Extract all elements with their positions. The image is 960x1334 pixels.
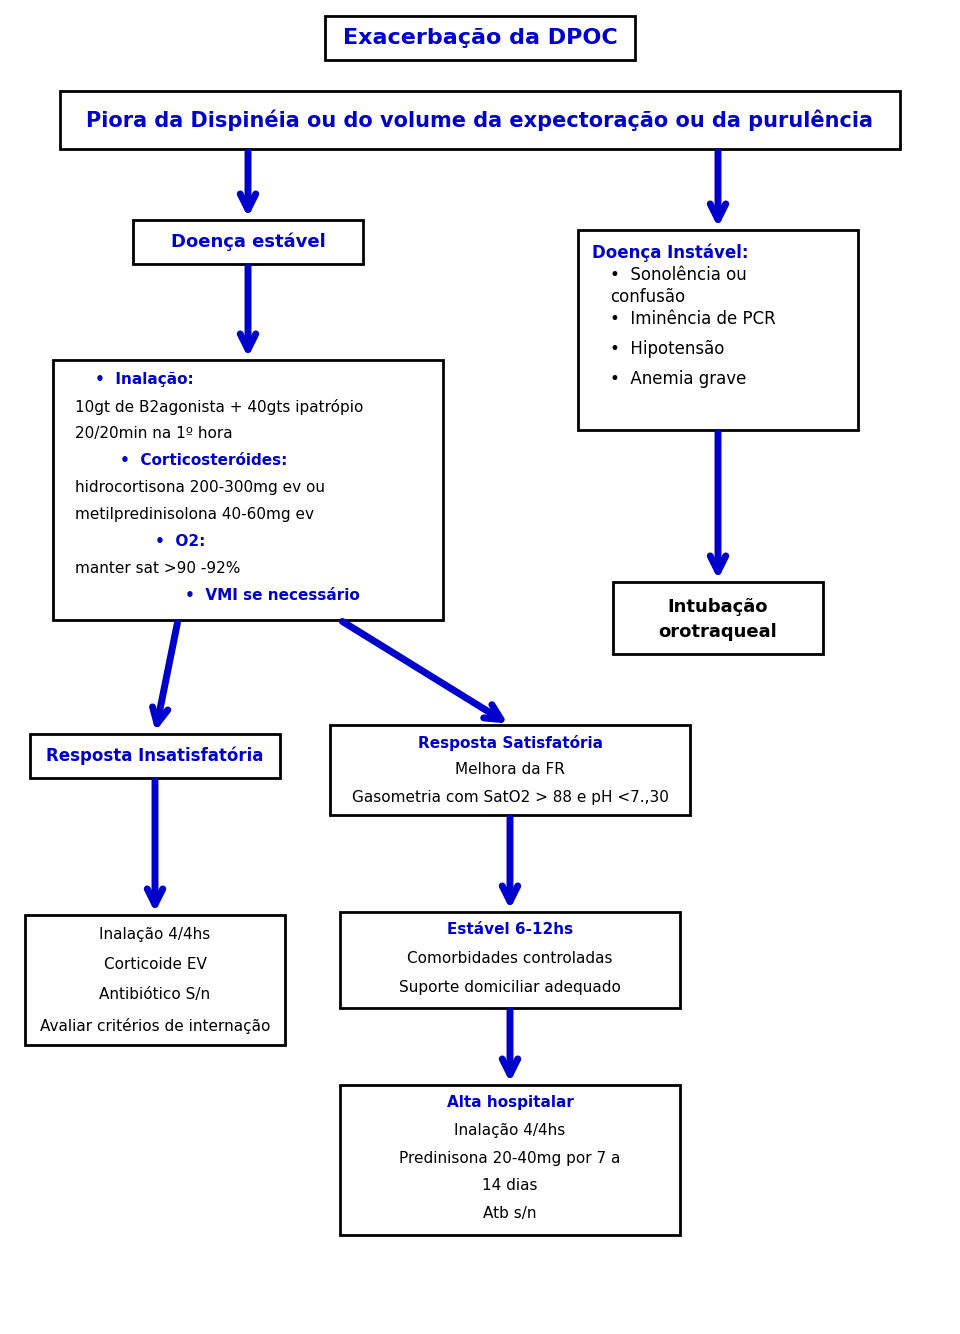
Text: •  Corticosteróides:: • Corticosteróides:	[120, 454, 287, 468]
Text: •  Iminência de PCR: • Iminência de PCR	[610, 309, 776, 328]
Text: Atb s/n: Atb s/n	[483, 1206, 537, 1221]
Bar	[30, 734, 280, 778]
Text: •  Sonolência ou
confusão: • Sonolência ou confusão	[610, 265, 747, 307]
Bar	[613, 582, 823, 654]
Text: Inalação 4/4hs: Inalação 4/4hs	[100, 927, 210, 942]
Text: •  Inalação:: • Inalação:	[95, 372, 194, 387]
Bar	[325, 16, 635, 60]
Text: Resposta Satisfatória: Resposta Satisfatória	[418, 735, 603, 751]
Text: •  O2:: • O2:	[155, 534, 205, 550]
Text: Avaliar critérios de internação: Avaliar critérios de internação	[39, 1018, 270, 1034]
Text: Doença Instável:: Doença Instável:	[592, 244, 749, 263]
Text: orotraqueal: orotraqueal	[659, 623, 778, 642]
Text: Exacerbação da DPOC: Exacerbação da DPOC	[343, 28, 617, 48]
Text: 14 dias: 14 dias	[482, 1178, 538, 1194]
Text: manter sat >90 -92%: manter sat >90 -92%	[75, 562, 240, 576]
Text: •  Hipotensão: • Hipotensão	[610, 340, 725, 358]
Text: Resposta Insatisfatória: Resposta Insatisfatória	[46, 747, 264, 766]
Text: Intubação: Intubação	[668, 598, 768, 616]
Text: Suporte domiciliar adequado: Suporte domiciliar adequado	[399, 980, 621, 995]
Text: 10gt de B2agonista + 40gts ipatrópio: 10gt de B2agonista + 40gts ipatrópio	[75, 399, 364, 415]
Text: Doença estável: Doença estável	[171, 232, 325, 251]
Text: hidrocortisona 200-300mg ev ou: hidrocortisona 200-300mg ev ou	[75, 480, 325, 495]
Text: Corticoide EV: Corticoide EV	[104, 958, 206, 972]
Text: •  VMI se necessário: • VMI se necessário	[185, 588, 360, 603]
Text: Piora da Dispinéia ou do volume da expectoração ou da purulência: Piora da Dispinéia ou do volume da expec…	[86, 109, 874, 131]
Text: Predinisona 20-40mg por 7 a: Predinisona 20-40mg por 7 a	[399, 1150, 621, 1166]
Bar	[53, 360, 443, 620]
Text: 20/20min na 1º hora: 20/20min na 1º hora	[75, 426, 232, 442]
Text: •  Anemia grave: • Anemia grave	[610, 370, 746, 388]
Bar	[340, 1085, 680, 1235]
Bar	[133, 220, 363, 264]
Text: Estável 6-12hs: Estável 6-12hs	[447, 922, 573, 936]
Bar	[340, 912, 680, 1009]
Bar	[60, 91, 900, 149]
Bar	[25, 915, 285, 1045]
Text: Alta hospitalar: Alta hospitalar	[446, 1095, 573, 1110]
Text: Antibiótico S/n: Antibiótico S/n	[100, 987, 210, 1002]
Text: Gasometria com SatO2 > 88 e pH <7.,30: Gasometria com SatO2 > 88 e pH <7.,30	[351, 790, 668, 804]
Text: Inalação 4/4hs: Inalação 4/4hs	[454, 1123, 565, 1138]
Bar	[578, 229, 858, 430]
Bar	[330, 724, 690, 815]
Text: metilpredinisolona 40-60mg ev: metilpredinisolona 40-60mg ev	[75, 507, 314, 522]
Text: Melhora da FR: Melhora da FR	[455, 762, 564, 778]
Text: Comorbidades controladas: Comorbidades controladas	[407, 951, 612, 966]
